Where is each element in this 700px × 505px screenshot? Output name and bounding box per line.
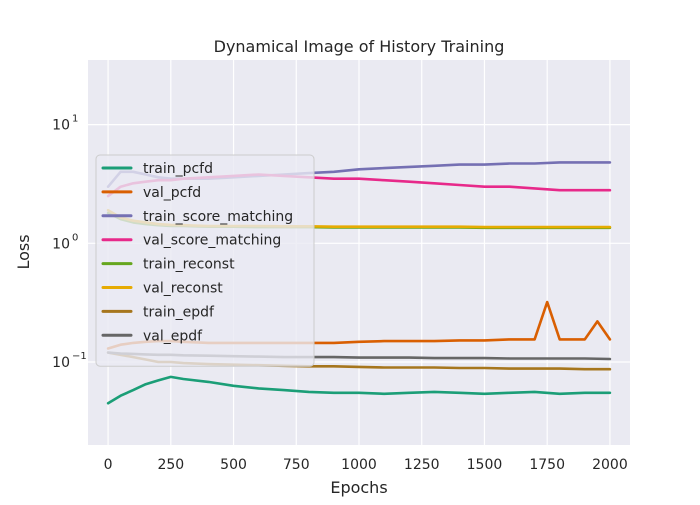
series-line-train-pcfd [106,375,612,405]
legend-val-pcfd-label: val_pcfd [143,185,201,201]
y-tick-label: 10 0 [52,232,78,252]
legend-box [95,154,315,367]
x-axis-label: Epochs [330,478,387,497]
y-tick-label: 10 −1 [52,351,87,371]
y-tick-base: 10 [52,355,70,371]
x-axis-ticks: 0 250 500 750 1000 1250 1500 1750 2000 [104,457,628,473]
x-tick-label: 0 [104,457,113,473]
legend-train-pcfd-label: train_pcfd [143,161,213,177]
legend-val-score-matching-label: val_score_matching [143,233,281,249]
y-tick-label: 10 1 [52,114,78,134]
x-tick-label: 750 [283,457,310,473]
legend-val-epdf-label: val_epdf [143,328,203,344]
legend: train_pcfd val_pcfd train_score_matchingva… [95,154,315,367]
x-tick-label: 250 [157,457,184,473]
legend-val-reconst-label: val_reconst [143,281,223,297]
x-tick-label: 1750 [529,457,565,473]
x-tick-label: 1250 [404,457,440,473]
y-tick-exponent: 1 [72,114,78,125]
legend-train-epdf-label: train_epdf [143,304,215,320]
legend-train-score-matching-label: train_score_matching [143,209,293,225]
grid-lines [88,60,630,445]
y-tick-base: 10 [52,236,70,252]
y-tick-base: 10 [52,118,70,134]
chart-title: Dynamical Image of History Training [214,37,505,56]
y-tick-exponent: −1 [72,351,87,362]
x-tick-label: 500 [220,457,247,473]
x-tick-label: 2000 [592,457,628,473]
x-tick-label: 1500 [467,457,503,473]
legend-train-reconst-label: train_reconst [143,257,235,273]
x-tick-label: 1000 [341,457,377,473]
y-tick-exponent: 0 [72,232,78,243]
y-axis-label: Loss [14,234,33,269]
